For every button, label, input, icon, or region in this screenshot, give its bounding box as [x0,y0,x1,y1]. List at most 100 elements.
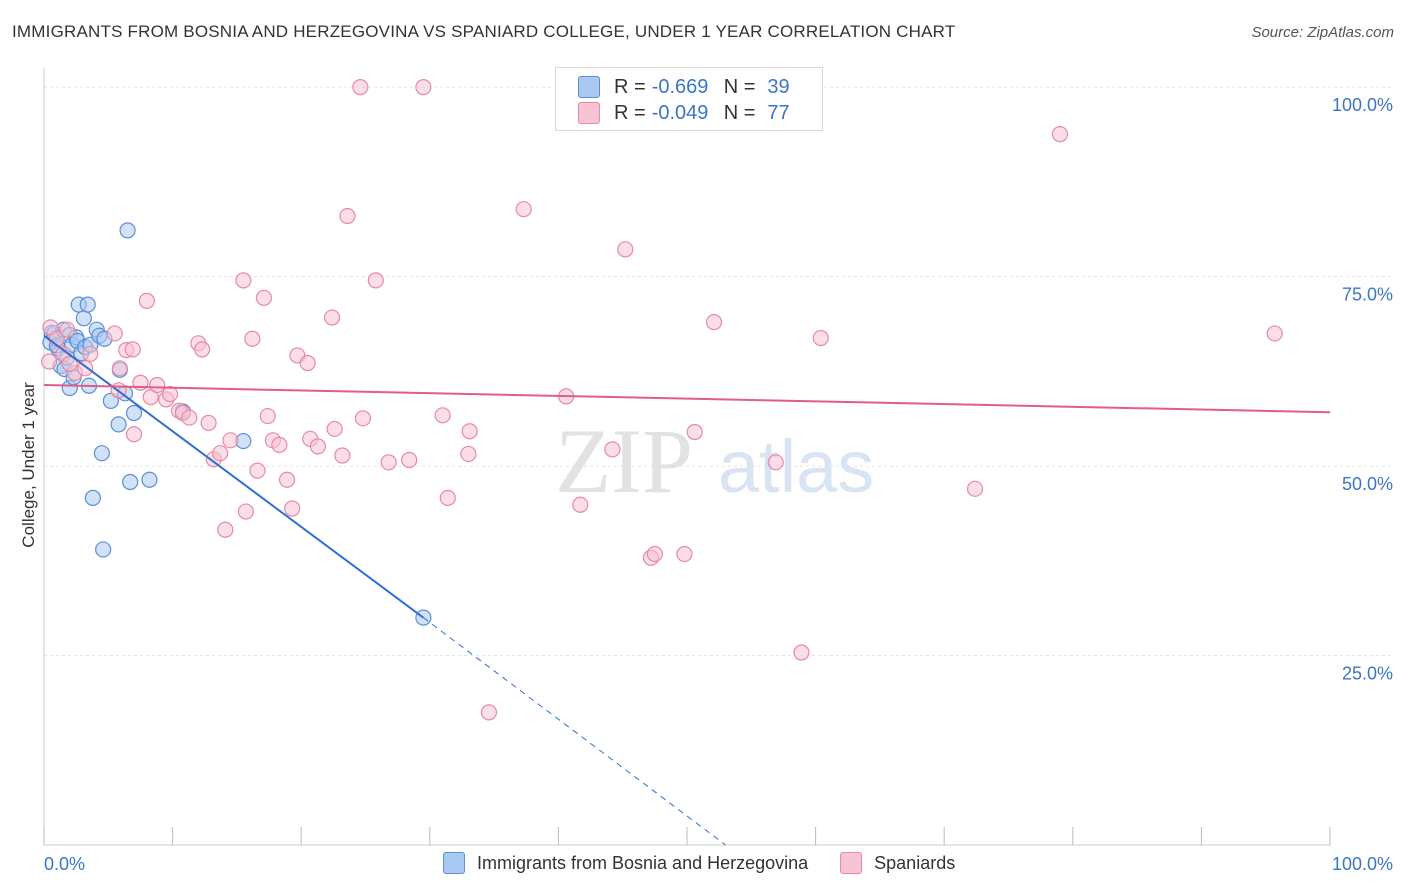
point-spaniards [125,426,143,443]
point-spaniards [1266,325,1283,342]
series-label-bosnia: Immigrants from Bosnia and Herzegovina [477,852,809,873]
y-tick-label: 50.0% [1342,474,1393,494]
x-tick-label: 100.0% [1332,854,1393,874]
point-spaniards [200,414,217,431]
point-spaniards [617,241,634,258]
point-bosnia [125,404,143,422]
point-spaniards [767,454,784,471]
point-bosnia [95,541,112,558]
trend-line-spaniards [43,383,1331,414]
point-spaniards [255,289,273,306]
point-bosnia [122,473,139,491]
point-spaniards [461,423,478,440]
legend-swatch-spaniards [578,102,600,124]
legend-r-value: -0.669 [651,75,709,98]
chart-title: IMMIGRANTS FROM BOSNIA AND HERZEGOVINA V… [12,22,956,41]
legend-n-label: N = [723,101,756,124]
point-spaniards [212,445,229,462]
series-swatch-spaniards [840,852,863,874]
legend-row-spaniards: R = -0.049 N = 77 [578,100,790,126]
series-legend: Immigrants from Bosnia and Herzegovina S… [443,852,987,874]
legend-r-value: -0.049 [651,101,709,124]
point-bosnia [84,489,101,507]
point-spaniards [278,471,296,488]
correlation-legend: R = -0.669 N = 39 R = -0.049 N = 77 [555,67,823,131]
y-tick-label: 75.0% [1342,285,1393,305]
point-spaniards [367,272,384,289]
point-spaniards [309,438,327,455]
point-spaniards [352,79,369,96]
point-spaniards [380,454,397,471]
point-spaniards [59,321,76,338]
point-spaniards [812,329,829,347]
point-spaniards [106,325,123,342]
point-spaniards [572,496,589,513]
point-spaniards [111,360,128,377]
legend-n-value: 39 [767,75,790,98]
point-spaniards [237,503,255,520]
point-bosnia [79,296,96,313]
point-spaniards [676,545,693,563]
legend-row-bosnia: R = -0.669 N = 39 [578,74,790,100]
series-swatch-bosnia [443,852,465,874]
point-bosnia [119,222,136,239]
point-spaniards [244,330,261,347]
point-spaniards [41,353,58,370]
watermark-atlas: atlas [718,425,874,508]
series-label-spaniards: Spaniards [874,852,956,873]
series-legend-spaniards[interactable]: Spaniards [840,852,955,874]
point-spaniards [705,313,723,331]
watermark-zip: ZIP [555,410,693,512]
point-bosnia [93,445,110,462]
point-spaniards [1051,126,1069,143]
point-spaniards [339,207,356,225]
point-spaniards [326,420,343,438]
point-spaniards [793,644,810,661]
point-spaniards [194,341,211,358]
point-bosnia [141,471,158,488]
point-spaniards [439,489,456,507]
point-spaniards [284,500,301,517]
point-spaniards [271,436,288,453]
point-spaniards [217,521,234,538]
point-spaniards [82,345,99,363]
point-spaniards [249,462,266,479]
point-spaniards [686,423,703,441]
gridlines [44,86,1392,657]
point-spaniards [222,432,239,449]
legend-n-label: N = [723,75,756,98]
legend-r-label: R = [614,75,646,98]
point-spaniards [966,480,984,497]
legend-r-label: R = [614,101,646,124]
y-tick-label: 25.0% [1342,664,1393,684]
point-spaniards [149,376,166,394]
point-spaniards [354,410,372,427]
series-legend-bosnia[interactable]: Immigrants from Bosnia and Herzegovina [443,852,808,874]
axes [43,68,1331,846]
point-spaniards [299,354,316,372]
point-spaniards [434,407,451,424]
point-spaniards [161,385,179,403]
point-spaniards [259,407,276,425]
point-bosnia [75,310,92,327]
y-axis-label: College, Under 1 year [19,382,38,548]
point-spaniards [604,441,621,458]
point-spaniards [61,355,78,372]
point-spaniards [415,79,432,96]
point-spaniards [515,201,532,218]
point-spaniards [235,272,252,289]
point-spaniards [334,447,351,464]
point-spaniards [646,545,663,563]
x-tick-label: 0.0% [44,854,85,874]
trend-extension-bosnia [423,617,726,846]
legend-swatch-bosnia [578,76,600,98]
trend-line-bosnia [43,334,424,619]
point-spaniards [401,451,418,469]
point-spaniards [323,309,341,326]
point-spaniards [181,409,198,426]
source-label: Source: ZipAtlas.com [1251,24,1394,41]
point-spaniards [138,292,155,309]
point-spaniards [480,704,498,721]
point-spaniards [124,341,141,358]
